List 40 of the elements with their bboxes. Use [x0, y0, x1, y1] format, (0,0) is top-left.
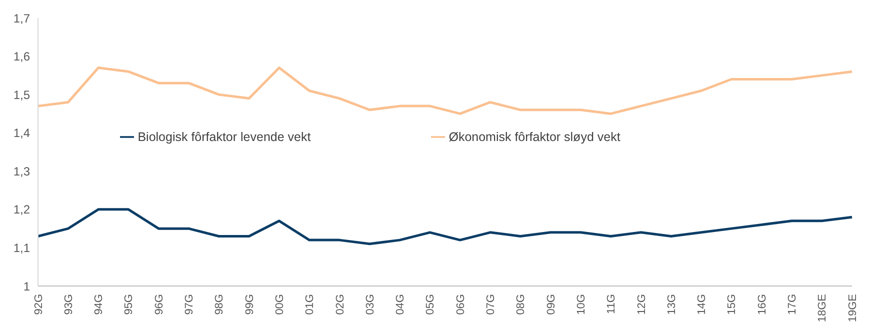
y-tick-label: 1,5 — [13, 88, 30, 102]
y-tick-label: 1,2 — [13, 202, 30, 217]
x-tick-label: 17G — [786, 294, 799, 315]
x-tick-label: 99G — [244, 294, 256, 315]
legend-label: Økonomisk fôrfaktor sløyd vekt — [448, 130, 620, 144]
y-tick-label: 1,1 — [13, 240, 30, 255]
line-series — [36, 208, 854, 246]
line-series — [36, 66, 854, 115]
x-tick-label: 94G — [93, 294, 106, 315]
x-tick-label: 05G — [424, 294, 437, 315]
x-tick-label: 11G — [606, 294, 618, 314]
y-tick-label: 1,4 — [13, 126, 30, 140]
x-tick-label: 04G — [394, 294, 407, 315]
x-tick-label: 10G — [575, 294, 588, 315]
legend-label: Biologisk fôrfaktor levende vekt — [138, 130, 311, 144]
x-tick-label: 03G — [364, 294, 376, 315]
x-tick-label: 98G — [214, 294, 226, 315]
y-tick-label: 1 — [23, 279, 30, 294]
x-tick-label: 13G — [666, 294, 678, 315]
y-tick-label: 1,7 — [13, 11, 30, 26]
x-tick-label: 08G — [515, 294, 528, 315]
x-tick-label: 18GE — [816, 294, 829, 322]
y-tick-label: 1,3 — [13, 164, 30, 178]
x-tick-label: 00G — [274, 294, 286, 315]
x-tick-label: 07G — [485, 294, 498, 315]
y-tick-label: 1,6 — [13, 50, 30, 64]
x-tick-label: 06G — [454, 294, 467, 315]
x-tick-label: 95G — [123, 294, 136, 315]
x-tick-label: 97G — [184, 294, 196, 315]
x-tick-label: 01G — [304, 294, 316, 315]
x-tick-label: 93G — [62, 294, 75, 315]
x-tick-label: 16G — [756, 294, 768, 315]
x-tick-label: 96G — [153, 294, 166, 315]
x-tick-label: 12G — [636, 294, 648, 315]
x-tick-label: 02G — [334, 294, 346, 315]
x-tick-label: 92G — [32, 294, 45, 315]
x-tick-label: 14G — [696, 294, 708, 315]
x-tick-label: 19GE — [846, 294, 859, 322]
x-tick-label: 09G — [545, 294, 558, 315]
x-tick-label: 15G — [726, 294, 738, 315]
